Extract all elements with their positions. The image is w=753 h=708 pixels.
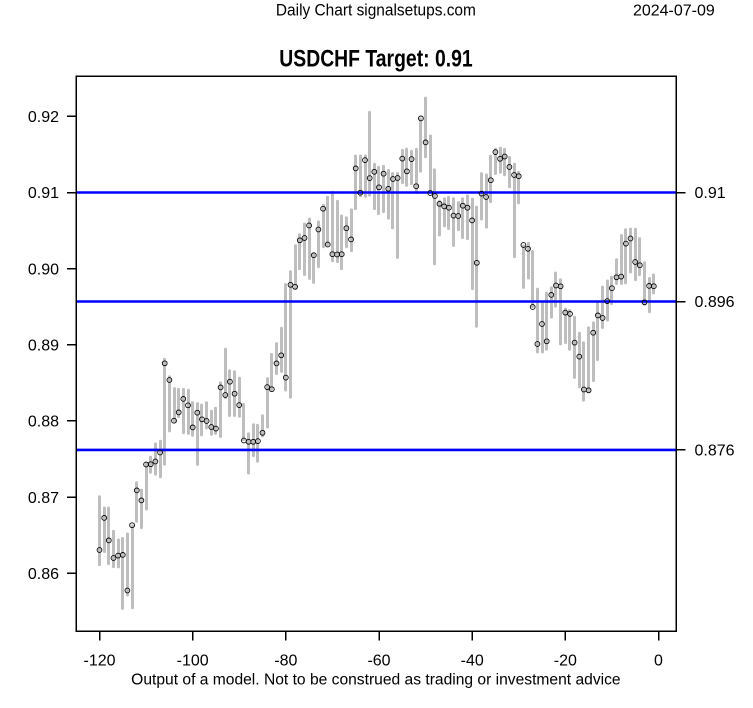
svg-text:0.896: 0.896 xyxy=(695,294,735,311)
svg-text:-80: -80 xyxy=(274,653,297,670)
svg-text:Daily Chart signalsetups.com: Daily Chart signalsetups.com xyxy=(276,2,476,20)
svg-text:-20: -20 xyxy=(554,653,577,670)
svg-text:0: 0 xyxy=(654,653,663,670)
svg-text:0.876: 0.876 xyxy=(695,443,735,460)
svg-text:-100: -100 xyxy=(177,653,209,670)
svg-text:0.91: 0.91 xyxy=(28,185,59,202)
svg-text:0.91: 0.91 xyxy=(695,185,726,202)
svg-text:Output of a model. Not to be c: Output of a model. Not to be construed a… xyxy=(131,672,620,689)
svg-text:0.87: 0.87 xyxy=(28,490,59,507)
svg-text:0.88: 0.88 xyxy=(28,414,59,431)
svg-text:0.92: 0.92 xyxy=(28,109,59,126)
svg-text:0.89: 0.89 xyxy=(28,338,59,355)
svg-text:USDCHF Target: 0.91: USDCHF Target: 0.91 xyxy=(279,46,472,73)
svg-text:0.90: 0.90 xyxy=(28,261,59,278)
svg-text:-120: -120 xyxy=(83,653,115,670)
svg-text:2024-07-09: 2024-07-09 xyxy=(633,2,715,19)
svg-text:-60: -60 xyxy=(367,653,390,670)
svg-text:0.86: 0.86 xyxy=(28,566,59,583)
svg-text:-40: -40 xyxy=(461,653,484,670)
